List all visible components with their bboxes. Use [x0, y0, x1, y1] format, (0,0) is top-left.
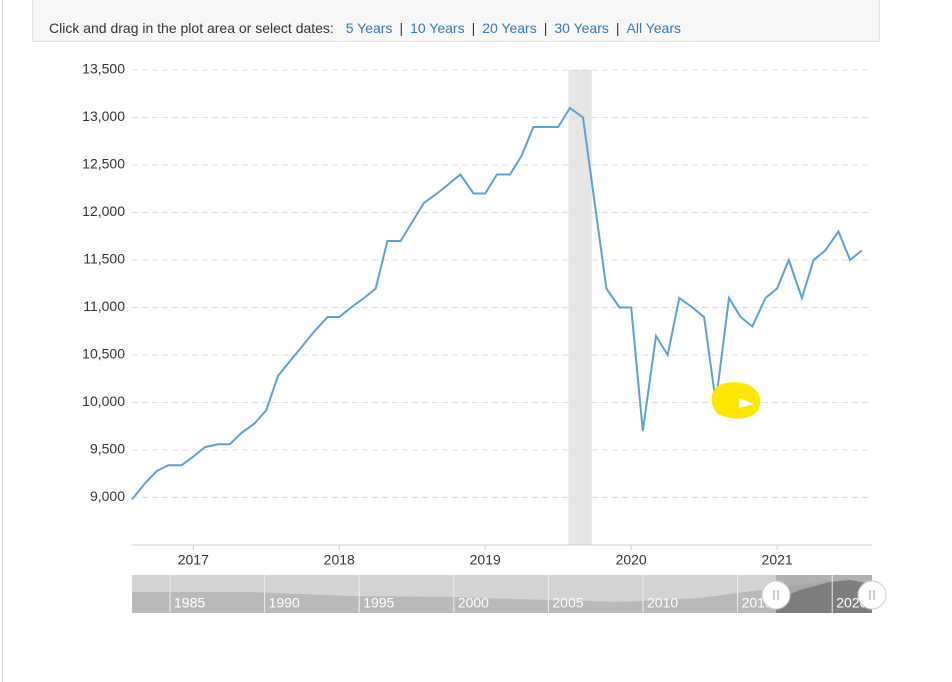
range-link[interactable]: 20 Years [482, 20, 537, 36]
x-tick-label: 2018 [324, 552, 355, 568]
x-tick-label: 2017 [178, 552, 209, 568]
navigator-label: 2005 [552, 595, 583, 611]
y-tick-label: 10,000 [82, 393, 125, 409]
navigator-label: 1985 [174, 595, 205, 611]
y-tick-label: 12,000 [82, 203, 125, 219]
shaded-region [568, 70, 592, 545]
range-link[interactable]: 10 Years [410, 20, 465, 36]
y-tick-label: 13,500 [82, 61, 125, 77]
range-links: 5 Years | 10 Years | 20 Years | 30 Years | All Y… [346, 20, 681, 36]
x-tick-label: 2019 [470, 552, 501, 568]
separator: | [615, 20, 620, 36]
y-tick-label: 12,500 [82, 156, 125, 172]
navigator-label: 1995 [363, 595, 394, 611]
range-link[interactable]: 30 Years [554, 20, 609, 36]
y-tick-label: 9,500 [90, 441, 125, 457]
navigator-label: 1990 [269, 595, 300, 611]
highlight-annotation [711, 382, 761, 419]
y-tick-label: 9,000 [90, 488, 125, 504]
separator: | [543, 20, 548, 36]
navigator-area [132, 580, 872, 613]
page-border [2, 0, 3, 682]
navigator-handle[interactable] [761, 580, 791, 610]
navigator: 1985 1990 1995 2000 2005 2010 2015 2020 [132, 575, 887, 613]
separator: | [399, 20, 404, 36]
y-tick-label: 13,000 [82, 108, 125, 124]
navigator-handle[interactable] [857, 580, 887, 610]
toolbar: Click and drag in the plot area or selec… [32, 0, 880, 42]
y-tick-label: 11,500 [83, 251, 125, 267]
x-tick-label: 2021 [762, 552, 793, 568]
x-tick-label: 2020 [616, 552, 647, 568]
range-link[interactable]: All Years [626, 20, 681, 36]
line-series [131, 106, 863, 501]
navigator-selected-area [776, 580, 872, 613]
highlight-mark [739, 398, 754, 408]
navigator-label: 2000 [458, 595, 489, 611]
range-link[interactable]: 5 Years [345, 20, 393, 36]
separator: | [471, 20, 476, 36]
toolbar-prompt: Click and drag in the plot area or selec… [49, 20, 334, 36]
y-tick-label: 11,000 [83, 298, 125, 314]
navigator-label: 2010 [647, 595, 678, 611]
y-tick-label: 10,500 [82, 346, 125, 362]
